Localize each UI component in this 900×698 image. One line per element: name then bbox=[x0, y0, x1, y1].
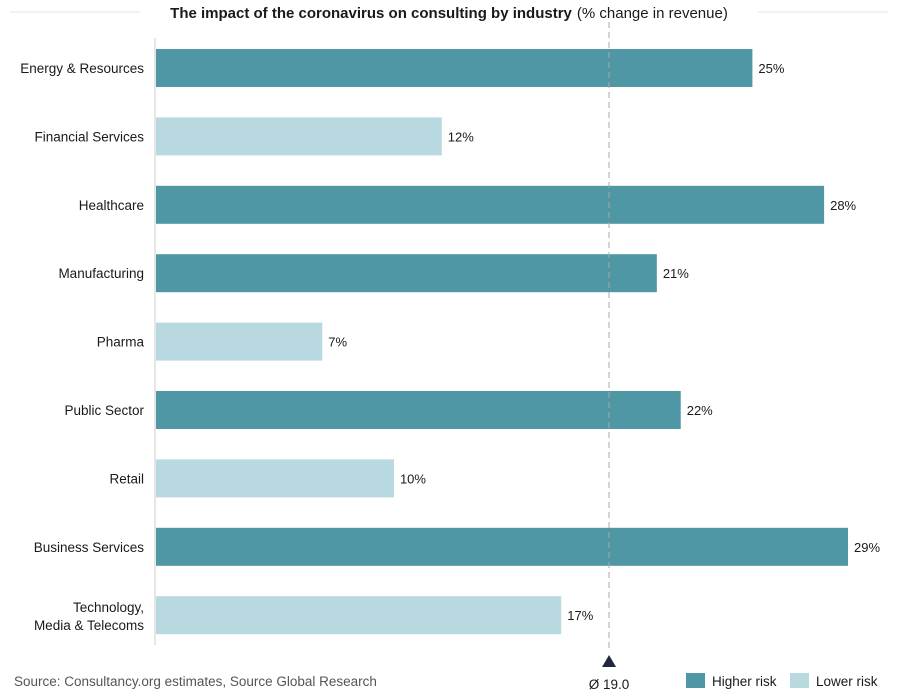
bar-value-label: 25% bbox=[758, 61, 784, 76]
bar-value-label: 28% bbox=[830, 198, 856, 213]
bar-value-label: 29% bbox=[854, 540, 880, 555]
category-label: Pharma bbox=[97, 335, 145, 350]
legend-swatch-higher-risk bbox=[686, 673, 705, 688]
bar-value-label: 22% bbox=[687, 403, 713, 418]
bar bbox=[156, 527, 848, 566]
bar bbox=[156, 254, 657, 293]
bar bbox=[156, 49, 753, 87]
category-label: Healthcare bbox=[79, 198, 144, 213]
chart-title: The impact of the coronavirus on consult… bbox=[170, 5, 728, 22]
bar bbox=[156, 391, 681, 429]
legend: Higher risk Lower risk bbox=[686, 673, 878, 689]
category-label: Energy & Resources bbox=[20, 61, 144, 76]
category-label: Business Services bbox=[34, 540, 145, 555]
bar bbox=[156, 117, 442, 156]
chart-title-unit: (% change in revenue) bbox=[577, 5, 728, 22]
average-marker-triangle-icon bbox=[602, 655, 617, 667]
category-label: Manufacturing bbox=[58, 266, 144, 281]
legend-swatch-lower-risk bbox=[790, 673, 809, 688]
legend-label-lower-risk: Lower risk bbox=[816, 674, 878, 689]
legend-label-higher-risk: Higher risk bbox=[712, 674, 777, 689]
bar-value-label: 17% bbox=[567, 608, 593, 623]
bar-value-label: 21% bbox=[663, 266, 689, 281]
bar bbox=[156, 459, 394, 498]
category-label: Retail bbox=[109, 471, 144, 486]
bar bbox=[156, 185, 825, 224]
bar-value-label: 10% bbox=[400, 471, 426, 486]
bar-value-label: 7% bbox=[328, 335, 347, 350]
bar-value-label: 12% bbox=[448, 129, 474, 144]
bars-layer: 25% Energy & Resources 12% Financial Servic… bbox=[20, 49, 880, 635]
category-label: Public Sector bbox=[64, 403, 144, 418]
chart-title-main: The impact of the coronavirus on consult… bbox=[170, 5, 572, 22]
bar bbox=[156, 596, 562, 635]
average-label: Ø 19.0 bbox=[589, 677, 630, 692]
category-label: Technology, Media & Telecoms bbox=[34, 600, 144, 633]
source-note: Source: Consultancy.org estimates, Sourc… bbox=[14, 674, 377, 689]
bar bbox=[156, 322, 323, 361]
category-label: Financial Services bbox=[34, 129, 144, 144]
